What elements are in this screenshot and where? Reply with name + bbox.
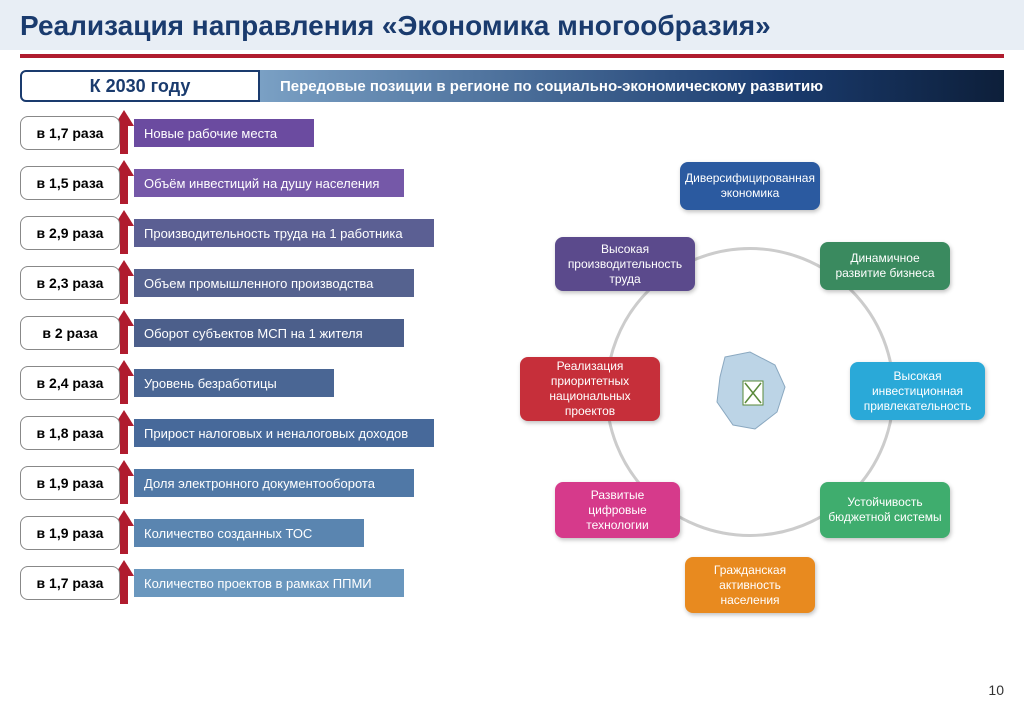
metric-label-bar: Новые рабочие места (134, 119, 314, 147)
diagram-area: Диверсифицированная экономикаДинамичное … (500, 112, 1004, 652)
metric-row: в 2,3 раза Объем промышленного производст… (20, 262, 500, 304)
diagram-node: Устойчивость бюджетной системы (820, 482, 950, 538)
title-underline (20, 54, 1004, 58)
metric-value-badge: в 2,3 раза (20, 266, 120, 300)
metric-row: в 1,9 раза Доля электронного документообо… (20, 462, 500, 504)
metric-row: в 1,5 раза Объём инвестиций на душу насел… (20, 162, 500, 204)
metric-label-bar: Объем промышленного производства (134, 269, 414, 297)
metric-label-bar: Уровень безработицы (134, 369, 334, 397)
metric-value-badge: в 2,4 раза (20, 366, 120, 400)
diagram-node: Реализация приоритетных национальных про… (520, 357, 660, 421)
metric-value-badge: в 2 раза (20, 316, 120, 350)
year-badge: К 2030 году (20, 70, 260, 102)
metric-row: в 1,7 раза Количество проектов в рамках П… (20, 562, 500, 604)
metric-label-bar: Количество проектов в рамках ППМИ (134, 569, 404, 597)
center-map-icon (705, 347, 795, 437)
metric-value-badge: в 1,5 раза (20, 166, 120, 200)
metric-label-bar: Оборот субъектов МСП на 1 жителя (134, 319, 404, 347)
diagram-node: Гражданская активность населения (685, 557, 815, 613)
metric-label-bar: Прирост налоговых и неналоговых доходов (134, 419, 434, 447)
metric-label-bar: Количество созданных ТОС (134, 519, 364, 547)
metric-label-bar: Производительность труда на 1 работника (134, 219, 434, 247)
metric-row: в 2,4 раза Уровень безработицы (20, 362, 500, 404)
metric-row: в 2,9 раза Производительность труда на 1 … (20, 212, 500, 254)
metric-row: в 1,8 раза Прирост налоговых и неналоговы… (20, 412, 500, 454)
metric-value-badge: в 1,7 раза (20, 116, 120, 150)
subheader: К 2030 году Передовые позиции в регионе … (20, 70, 1004, 102)
diagram-node: Высокая производительность труда (555, 237, 695, 291)
metric-label-bar: Доля электронного документооборота (134, 469, 414, 497)
page-number: 10 (988, 682, 1004, 698)
metric-row: в 2 раза Оборот субъектов МСП на 1 жителя (20, 312, 500, 354)
subtitle-band: Передовые позиции в регионе по социально… (260, 70, 1004, 102)
content-area: в 1,7 раза Новые рабочие места в 1,5 раза О… (0, 112, 1024, 652)
diagram-node: Диверсифицированная экономика (680, 162, 820, 210)
metric-value-badge: в 2,9 раза (20, 216, 120, 250)
metric-value-badge: в 1,9 раза (20, 466, 120, 500)
metric-value-badge: в 1,9 раза (20, 516, 120, 550)
metric-value-badge: в 1,8 раза (20, 416, 120, 450)
diagram-node: Развитые цифровые технологии (555, 482, 680, 538)
diagram-node: Высокая инвестиционная привлекательность (850, 362, 985, 420)
page-title: Реализация направления «Экономика многоо… (20, 10, 1004, 42)
title-bar: Реализация направления «Экономика многоо… (0, 0, 1024, 50)
metrics-column: в 1,7 раза Новые рабочие места в 1,5 раза О… (20, 112, 500, 652)
metric-label-bar: Объём инвестиций на душу населения (134, 169, 404, 197)
metric-row: в 1,9 раза Количество созданных ТОС (20, 512, 500, 554)
metric-row: в 1,7 раза Новые рабочие места (20, 112, 500, 154)
metric-value-badge: в 1,7 раза (20, 566, 120, 600)
diagram-node: Динамичное развитие бизнеса (820, 242, 950, 290)
